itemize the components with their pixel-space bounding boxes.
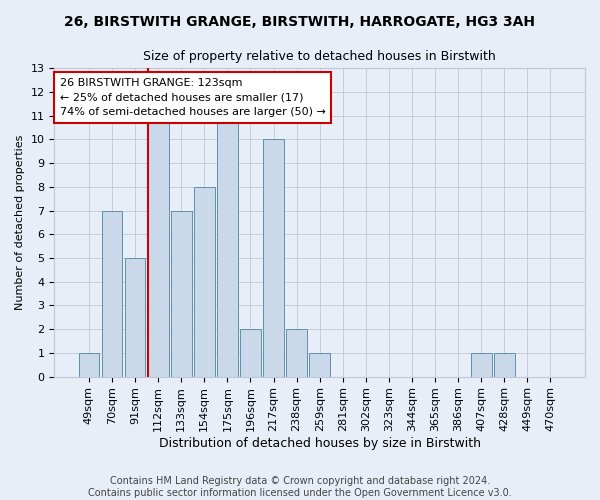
Bar (194, 187, 215, 376)
Text: Contains HM Land Registry data © Crown copyright and database right 2024.
Contai: Contains HM Land Registry data © Crown c… (88, 476, 512, 498)
X-axis label: Distribution of detached houses by size in Birstwith: Distribution of detached houses by size … (159, 437, 481, 450)
Bar (310, 353, 330, 376)
Bar (494, 353, 515, 376)
Bar (125, 258, 145, 376)
Bar (240, 329, 261, 376)
Bar (471, 353, 491, 376)
Title: Size of property relative to detached houses in Birstwith: Size of property relative to detached ho… (143, 50, 496, 63)
Bar (217, 116, 238, 376)
Text: 26 BIRSTWITH GRANGE: 123sqm
← 25% of detached houses are smaller (17)
74% of sem: 26 BIRSTWITH GRANGE: 123sqm ← 25% of det… (60, 78, 326, 117)
Bar (148, 116, 169, 376)
Y-axis label: Number of detached properties: Number of detached properties (15, 135, 25, 310)
Bar (171, 210, 191, 376)
Bar (79, 353, 99, 376)
Bar (263, 140, 284, 376)
Bar (101, 210, 122, 376)
Text: 26, BIRSTWITH GRANGE, BIRSTWITH, HARROGATE, HG3 3AH: 26, BIRSTWITH GRANGE, BIRSTWITH, HARROGA… (65, 15, 536, 29)
Bar (286, 329, 307, 376)
